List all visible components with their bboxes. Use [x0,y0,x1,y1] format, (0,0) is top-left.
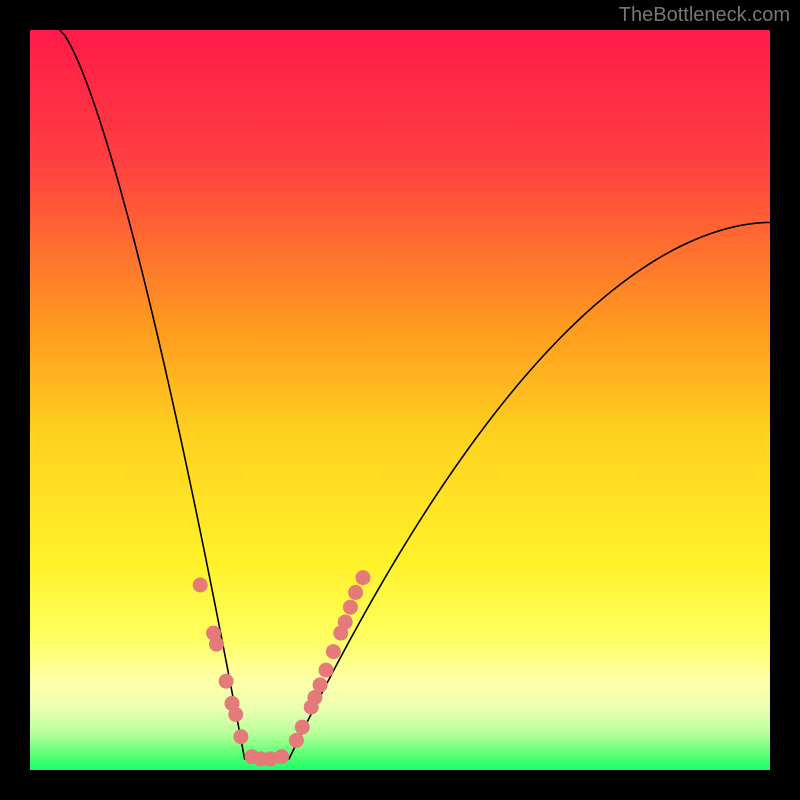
data-point [356,571,370,585]
data-point [219,674,233,688]
data-point [229,708,243,722]
data-point [275,750,289,764]
data-point [289,733,303,747]
watermark-text: TheBottleneck.com [619,4,790,27]
data-point [326,645,340,659]
data-point [234,730,248,744]
data-point [313,678,327,692]
data-point [343,600,357,614]
data-point [319,663,333,677]
data-point [338,615,352,629]
data-point [193,578,207,592]
data-point [349,585,363,599]
bottleneck-curve-chart [30,30,770,770]
chart-background [30,30,770,770]
data-point [209,637,223,651]
chart-container: TheBottleneck.com [0,0,800,800]
data-point [308,690,322,704]
data-point [295,720,309,734]
